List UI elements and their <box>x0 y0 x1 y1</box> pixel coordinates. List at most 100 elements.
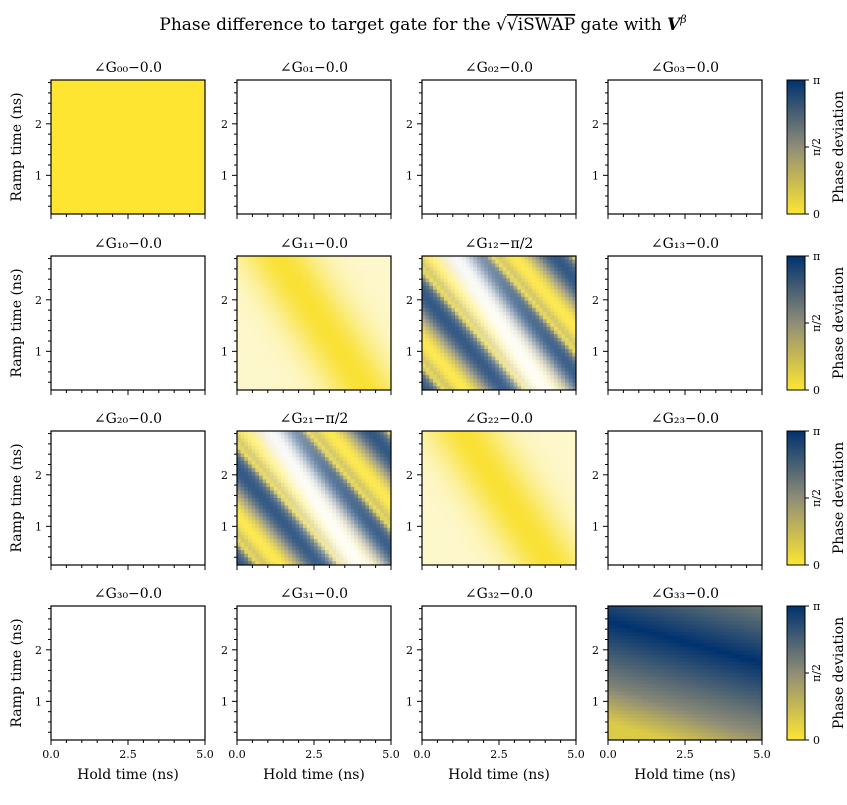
heatmap-cell <box>546 267 551 272</box>
heatmap-cell <box>354 341 359 346</box>
heatmap-cell <box>484 337 489 343</box>
heatmap-cell <box>535 363 540 369</box>
heatmap-cell <box>190 83 195 89</box>
heatmap-cell <box>554 356 559 361</box>
heatmap-cell <box>142 195 147 200</box>
heatmap-cell <box>473 256 478 261</box>
panel-13: ∠G₁₃−0.012 <box>592 236 763 395</box>
heatmap-cell <box>255 323 260 328</box>
heatmap-cell <box>113 206 118 211</box>
heatmap-cell <box>495 375 500 380</box>
heatmap-cell <box>262 274 267 279</box>
heatmap-cell <box>361 278 366 283</box>
heatmap-cell <box>568 360 573 365</box>
heatmap-cell <box>237 479 242 484</box>
heatmap-cell <box>146 120 151 126</box>
heatmap-cell <box>565 375 570 380</box>
heatmap-cell <box>488 315 493 320</box>
heatmap-cell <box>506 349 511 354</box>
heatmap-cell <box>440 371 445 376</box>
heatmap-cell <box>164 161 169 167</box>
heatmap-cell <box>255 375 260 380</box>
heatmap-cell <box>172 158 177 163</box>
heatmap-cell <box>317 285 322 291</box>
heatmap-cell <box>387 360 391 365</box>
heatmap-cell <box>532 341 537 346</box>
heatmap-cell <box>142 87 147 92</box>
heatmap-cell <box>477 267 482 272</box>
heatmap-cell <box>51 206 56 211</box>
heatmap-cell <box>321 256 326 261</box>
heatmap-cell <box>321 267 326 272</box>
heatmap-cell <box>546 337 551 343</box>
heatmap-cell <box>306 296 311 302</box>
heatmap-cell <box>135 117 140 122</box>
heatmap-cell <box>343 270 348 276</box>
heatmap-cell <box>106 135 111 141</box>
heatmap-cell <box>98 87 103 92</box>
heatmap-cell <box>543 256 548 261</box>
heatmap-cell <box>248 498 253 503</box>
heatmap-cell <box>84 120 89 126</box>
heatmap-cell <box>62 139 67 144</box>
heatmap-cell <box>469 267 474 272</box>
heatmap-cell <box>262 323 267 328</box>
y-tick-label: 2 <box>35 118 42 131</box>
heatmap-cell <box>179 128 184 133</box>
heatmap-cell <box>102 169 107 174</box>
heatmap-cell <box>554 337 559 343</box>
heatmap-cell <box>383 356 388 361</box>
heatmap-cell <box>186 206 191 211</box>
heatmap-cell <box>550 274 555 279</box>
heatmap-cell <box>139 206 144 211</box>
heatmap-cell <box>447 326 452 332</box>
heatmap-cell <box>425 285 430 291</box>
heatmap-cell <box>95 83 100 89</box>
heatmap-cell <box>168 187 173 193</box>
heatmap-cell <box>484 293 489 298</box>
heatmap-cell <box>325 367 330 372</box>
heatmap-cell <box>273 319 278 324</box>
heatmap-cell <box>387 371 391 376</box>
heatmap-cell <box>550 378 555 384</box>
heatmap-cell <box>350 267 355 272</box>
heatmap-cell <box>299 285 304 291</box>
heatmap-cell <box>244 360 249 365</box>
heatmap-cell <box>65 80 70 85</box>
heatmap-cell <box>139 132 144 137</box>
heatmap-cell <box>462 263 467 268</box>
heatmap-cell <box>376 363 381 369</box>
heatmap-cell <box>95 91 100 96</box>
heatmap-cell <box>565 349 570 354</box>
heatmap-cell <box>190 132 195 137</box>
heatmap-cell <box>244 319 249 324</box>
heatmap-cell <box>469 330 474 335</box>
heatmap-cell <box>102 91 107 96</box>
heatmap-cell <box>495 363 500 369</box>
heatmap-cell <box>91 176 96 182</box>
heatmap-cell <box>87 173 92 178</box>
heatmap-cell <box>262 352 267 358</box>
heatmap-cell <box>237 345 242 350</box>
heatmap-cell <box>124 143 129 148</box>
heatmap-cell <box>183 191 188 196</box>
heatmap-cell <box>499 378 504 384</box>
heatmap-cell <box>131 176 136 182</box>
heatmap-cell <box>383 296 388 302</box>
heatmap-cell <box>477 326 482 332</box>
heatmap-cell <box>480 334 485 339</box>
heatmap-cell <box>491 289 496 294</box>
heatmap-cell <box>317 304 322 309</box>
heatmap-cell <box>535 386 540 390</box>
heatmap-cell <box>303 337 308 343</box>
heatmap-cell <box>499 274 504 279</box>
heatmap-cell <box>237 282 242 287</box>
heatmap-cell <box>186 150 191 156</box>
heatmap-cell <box>284 293 289 298</box>
heatmap-cell <box>284 382 289 387</box>
heatmap-cell <box>80 158 85 163</box>
heatmap-cell <box>429 308 434 313</box>
heatmap-cell <box>190 150 195 156</box>
heatmap-cell <box>251 516 256 521</box>
heatmap-cell <box>142 124 147 129</box>
